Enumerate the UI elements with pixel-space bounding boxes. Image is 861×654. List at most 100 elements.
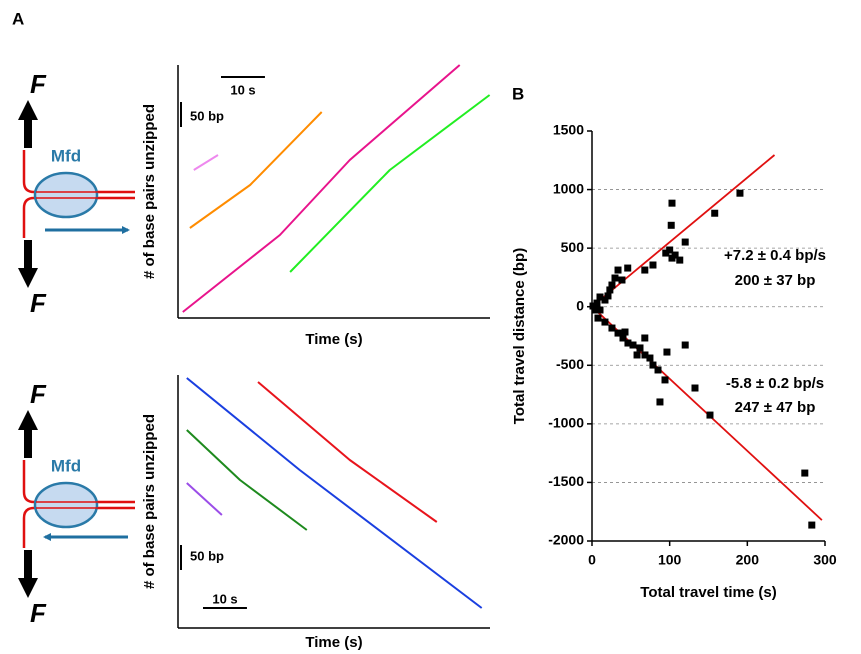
y-axis-title: Total travel distance (bp): [511, 248, 528, 424]
data-point: [608, 324, 616, 332]
dna-strand: [22, 196, 135, 238]
data-point: [596, 306, 604, 314]
data-point: [614, 266, 622, 274]
force-label: F: [30, 288, 47, 318]
data-point: [706, 411, 714, 419]
data-point: [676, 256, 684, 264]
dna-strand: [22, 460, 135, 504]
data-point: [736, 189, 744, 197]
y-axis-title: # of base pairs unzipped: [141, 104, 158, 279]
trace: [186, 377, 483, 609]
data-point: [681, 341, 689, 349]
data-point: [608, 281, 616, 289]
data-point: [596, 293, 604, 301]
data-point: [801, 469, 809, 477]
trace: [186, 482, 223, 516]
data-point: [661, 376, 669, 384]
x-tick-label: 100: [658, 552, 682, 568]
protein-shape: [33, 171, 99, 219]
annotation: 247 ± 47 bp: [735, 399, 816, 416]
data-point: [649, 261, 657, 269]
data-point: [641, 351, 649, 359]
data-point: [681, 238, 689, 246]
data-point: [666, 246, 674, 254]
trace: [189, 111, 323, 229]
data-point: [604, 292, 612, 300]
x-tick-label: 0: [588, 552, 596, 568]
data-point: [591, 306, 599, 314]
data-point: [667, 221, 675, 229]
y-tick-label: 500: [561, 239, 585, 255]
x-tick-label: 200: [736, 552, 760, 568]
trace: [182, 64, 461, 313]
data-point: [711, 209, 719, 217]
force-label: F: [30, 69, 47, 99]
data-point: [629, 341, 637, 349]
force-arrow: [18, 240, 38, 288]
data-point: [641, 266, 649, 274]
data-point: [641, 334, 649, 342]
diagram: F F Mfd: [18, 379, 135, 628]
data-point: [624, 339, 632, 347]
force-arrow: [18, 550, 38, 598]
y-tick-label: -1500: [548, 473, 584, 489]
data-point: [593, 299, 601, 307]
force-arrow: [18, 100, 38, 148]
x-axis-title: Time (s): [305, 634, 362, 651]
force-label: F: [30, 379, 47, 409]
data-point: [808, 521, 816, 529]
data-point: [606, 286, 614, 294]
scale-bar-label: 10 s: [212, 591, 237, 606]
annotation: -5.8 ± 0.2 bp/s: [726, 375, 824, 392]
diagram: F F Mfd: [18, 69, 135, 318]
data-point: [589, 302, 597, 310]
dna-strand: [22, 506, 135, 548]
y-tick-label: 1500: [553, 122, 584, 138]
data-point: [614, 329, 622, 337]
data-point: [662, 249, 670, 257]
y-axis-title: # of base pairs unzipped: [141, 414, 158, 589]
annotation: 200 ± 37 bp: [735, 272, 816, 289]
data-point: [621, 328, 629, 336]
force-label: F: [30, 598, 47, 628]
data-point: [601, 296, 609, 304]
x-tick-label: 300: [813, 552, 837, 568]
data-point: [656, 398, 664, 406]
trace: [257, 381, 438, 523]
scale-bar-label: 50 bp: [190, 548, 224, 563]
panel-label: A: [12, 9, 24, 28]
data-point: [668, 199, 676, 207]
data-point: [654, 366, 662, 374]
protein-label: Mfd: [51, 146, 81, 165]
protein-label: Mfd: [51, 456, 81, 475]
y-tick-label: 0: [576, 297, 584, 313]
data-point: [619, 334, 627, 342]
trace: [193, 154, 219, 171]
x-axis-title: Total travel time (s): [640, 584, 776, 601]
y-tick-label: -2000: [548, 532, 584, 548]
data-point: [691, 384, 699, 392]
panel-label: B: [512, 84, 524, 103]
annotation: +7.2 ± 0.4 bp/s: [724, 247, 826, 264]
data-point: [636, 344, 644, 352]
x-axis-title: Time (s): [305, 331, 362, 348]
data-point: [633, 351, 641, 359]
data-point: [594, 314, 602, 322]
force-arrow: [18, 410, 38, 458]
protein-shape: [33, 481, 99, 529]
y-tick-label: 1000: [553, 180, 584, 196]
data-point: [663, 348, 671, 356]
data-point: [624, 264, 632, 272]
dna-strand: [22, 150, 135, 194]
trace: [289, 94, 491, 273]
trace: [186, 429, 308, 531]
scale-bar-label: 50 bp: [190, 108, 224, 123]
data-point: [611, 274, 619, 282]
data-point: [646, 354, 654, 362]
scale-bar-label: 10 s: [230, 82, 255, 97]
data-point: [618, 276, 626, 284]
data-point: [668, 254, 676, 262]
y-tick-label: -1000: [548, 415, 584, 431]
data-point: [649, 361, 657, 369]
